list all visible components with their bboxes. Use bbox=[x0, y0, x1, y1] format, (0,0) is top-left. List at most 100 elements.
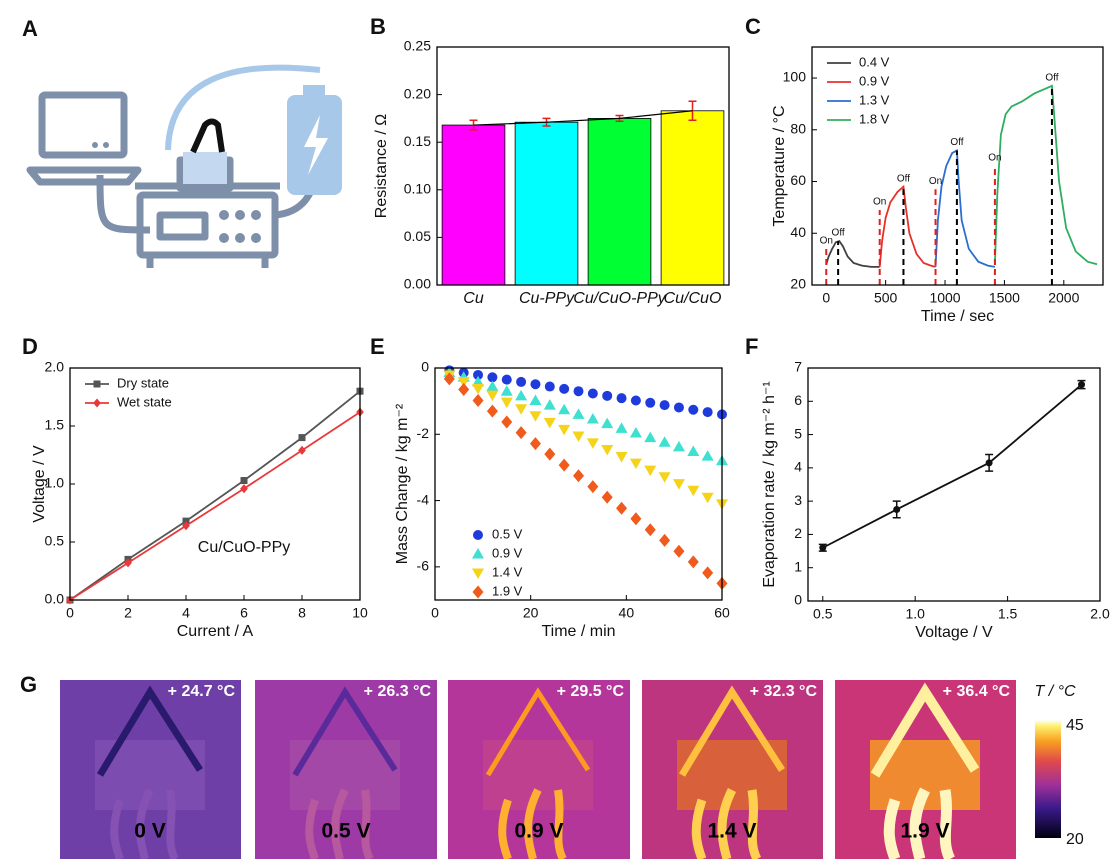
voltage-label: 1.4 V bbox=[707, 820, 756, 843]
y-tick-label: 0.20 bbox=[404, 85, 431, 101]
marker bbox=[672, 479, 685, 490]
chart-panel: D 0.0 0.5 1.0 1.5 2.0 0 2 4 6 8 10 Current / A Voltag… bbox=[22, 334, 368, 640]
x-tick-label: 2 bbox=[124, 605, 132, 621]
voltage-label: 0.9 V bbox=[514, 820, 563, 843]
y-axis-label: Temperature / °C bbox=[771, 105, 788, 226]
panel-label: D bbox=[22, 334, 38, 359]
line bbox=[69, 390, 361, 601]
marker bbox=[701, 492, 714, 504]
thermal-image: + 29.5 °C 0.9 V bbox=[448, 680, 630, 859]
marker bbox=[602, 390, 613, 401]
marker bbox=[501, 415, 513, 429]
y-tick-label: -4 bbox=[417, 491, 430, 507]
legend-marker bbox=[93, 398, 101, 408]
x-tick-label: 2.0 bbox=[1090, 606, 1110, 622]
marker bbox=[688, 404, 699, 415]
line bbox=[878, 184, 936, 268]
y-tick-label: -6 bbox=[417, 558, 430, 574]
marker bbox=[701, 450, 714, 461]
x-tick-label: 500 bbox=[874, 290, 898, 306]
marker bbox=[182, 517, 190, 525]
y-tick-label: 0.10 bbox=[404, 181, 431, 197]
marker bbox=[644, 523, 656, 537]
marker bbox=[500, 397, 513, 409]
marker bbox=[486, 390, 499, 402]
marker bbox=[616, 501, 628, 515]
event-label: Off bbox=[897, 173, 910, 184]
y-tick-label: 0.15 bbox=[404, 133, 431, 149]
marker bbox=[458, 383, 470, 397]
event-label: On bbox=[988, 153, 1001, 164]
illustration: A bbox=[22, 16, 342, 268]
y-tick-label: 100 bbox=[783, 69, 807, 85]
legend-marker bbox=[472, 568, 484, 579]
panel-label: E bbox=[370, 334, 385, 359]
panel-label: C bbox=[745, 14, 761, 39]
marker bbox=[616, 393, 627, 404]
thermal-image: + 26.3 °C 0.5 V bbox=[255, 680, 437, 859]
setup-drawing bbox=[26, 91, 320, 268]
x-tick-label: 2000 bbox=[1048, 290, 1079, 306]
panel-label: A bbox=[22, 16, 38, 41]
y-tick-label: 40 bbox=[790, 224, 806, 240]
panel-label: G bbox=[20, 672, 37, 697]
delta-label: + 36.4 °C bbox=[943, 683, 1011, 700]
marker bbox=[457, 377, 470, 388]
voltage-label: 1.9 V bbox=[900, 820, 949, 843]
y-axis-label: Resistance / Ω bbox=[373, 114, 390, 218]
marker bbox=[240, 484, 248, 494]
x-tick-label: 10 bbox=[352, 605, 368, 621]
bar bbox=[441, 124, 506, 286]
event-label: Off bbox=[1045, 72, 1058, 83]
legend-label: Dry state bbox=[117, 375, 169, 390]
beaker-water bbox=[183, 152, 227, 184]
event-label: On bbox=[929, 176, 942, 187]
event-label: Off bbox=[950, 137, 963, 148]
legend-marker bbox=[472, 585, 484, 599]
x-tick-label: 60 bbox=[714, 605, 730, 621]
marker bbox=[659, 400, 670, 411]
bag-handle bbox=[190, 118, 225, 154]
x-tick-label: 40 bbox=[619, 605, 635, 621]
y-tick-label: -2 bbox=[417, 425, 430, 441]
x-tick-label: 6 bbox=[240, 605, 248, 621]
plot-frame bbox=[436, 46, 730, 286]
marker bbox=[558, 424, 571, 436]
legend-label: 1.4 V bbox=[492, 564, 523, 579]
colorbar-min: 20 bbox=[1066, 831, 1084, 848]
colorbar-max: 45 bbox=[1066, 717, 1084, 734]
plot-frame bbox=[811, 46, 1104, 286]
buttons bbox=[92, 142, 261, 243]
marker bbox=[501, 374, 512, 385]
x-tick-label: Cu bbox=[463, 290, 484, 307]
x-tick-label: Cu/CuO bbox=[664, 290, 722, 307]
marker bbox=[645, 397, 656, 408]
marker bbox=[587, 480, 599, 494]
legend-label: 0.9 V bbox=[492, 545, 523, 560]
line bbox=[934, 149, 996, 268]
marker bbox=[472, 393, 484, 407]
annotation: Cu/CuO-PPy bbox=[198, 539, 290, 556]
marker bbox=[182, 521, 190, 531]
x-axis-label: Voltage / V bbox=[915, 624, 993, 641]
marker bbox=[124, 558, 132, 568]
x-tick-label: 1.5 bbox=[998, 606, 1018, 622]
line bbox=[822, 383, 1083, 549]
legend-label: 0.5 V bbox=[492, 526, 523, 541]
x-tick-label: Cu/CuO-PPy bbox=[573, 290, 666, 307]
marker bbox=[615, 451, 628, 463]
marker bbox=[487, 372, 498, 383]
y-tick-label: 4 bbox=[794, 459, 802, 475]
marker bbox=[673, 544, 685, 558]
marker bbox=[629, 458, 642, 470]
y-tick-label: 5 bbox=[794, 425, 802, 441]
thermal-image: + 36.4 °C 1.9 V bbox=[835, 680, 1016, 859]
y-tick-label: 0 bbox=[421, 359, 429, 375]
marker bbox=[443, 372, 455, 386]
marker bbox=[544, 447, 556, 461]
marker bbox=[702, 407, 713, 418]
x-tick-label: 0.5 bbox=[813, 606, 833, 622]
marker bbox=[630, 512, 642, 526]
marker bbox=[486, 380, 499, 392]
chart-panel: E 0 -2 -4 -6 0 20 40 60 Time / min Mass Change / k… bbox=[370, 334, 730, 640]
